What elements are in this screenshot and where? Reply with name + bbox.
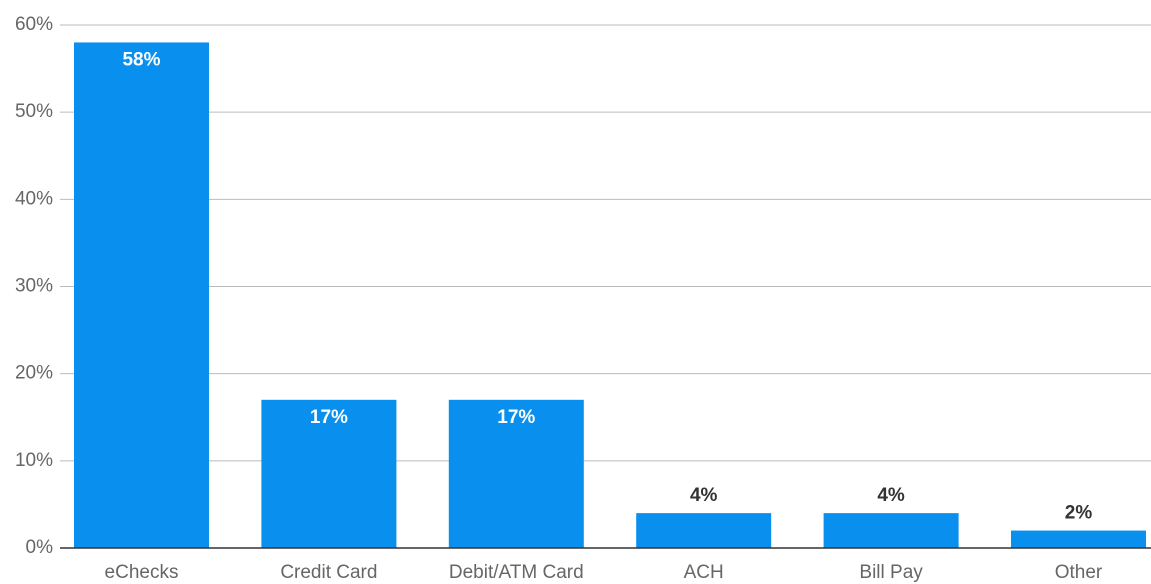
y-tick-label: 50% <box>15 101 53 122</box>
y-tick-label: 20% <box>15 363 53 384</box>
y-tick-label: 30% <box>15 276 53 297</box>
value-label: 2% <box>1065 503 1093 524</box>
value-label: 17% <box>497 407 535 428</box>
x-tick-label: Debit/ATM Card <box>449 562 584 583</box>
value-label: 58% <box>122 49 160 70</box>
bar <box>636 513 772 548</box>
value-label: 4% <box>690 485 718 506</box>
bar <box>261 399 397 548</box>
y-tick-label: 60% <box>15 14 53 35</box>
y-tick-label: 10% <box>15 450 53 471</box>
value-label: 17% <box>310 407 348 428</box>
value-label: 4% <box>877 485 905 506</box>
y-tick-label: 0% <box>26 537 54 558</box>
x-tick-label: Bill Pay <box>859 562 923 583</box>
bar <box>823 513 959 548</box>
x-tick-label: ACH <box>684 562 724 583</box>
x-tick-label: Other <box>1055 562 1103 583</box>
bar <box>74 42 209 548</box>
bar <box>1011 530 1146 548</box>
x-tick-label: Credit Card <box>280 562 377 583</box>
bar <box>448 399 584 548</box>
x-tick-label: eChecks <box>105 562 179 583</box>
y-tick-label: 40% <box>15 188 53 209</box>
